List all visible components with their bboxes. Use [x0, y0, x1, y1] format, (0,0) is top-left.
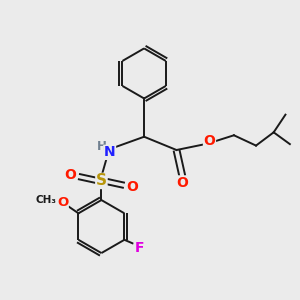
Text: S: S	[96, 173, 107, 188]
Text: O: O	[57, 196, 68, 209]
Text: F: F	[134, 241, 144, 255]
Text: O: O	[126, 180, 138, 194]
Text: O: O	[64, 168, 76, 182]
Text: O: O	[176, 176, 188, 190]
Text: CH₃: CH₃	[36, 195, 57, 205]
Text: H: H	[97, 140, 107, 153]
Text: N: N	[104, 146, 116, 159]
Text: O: O	[203, 134, 215, 148]
